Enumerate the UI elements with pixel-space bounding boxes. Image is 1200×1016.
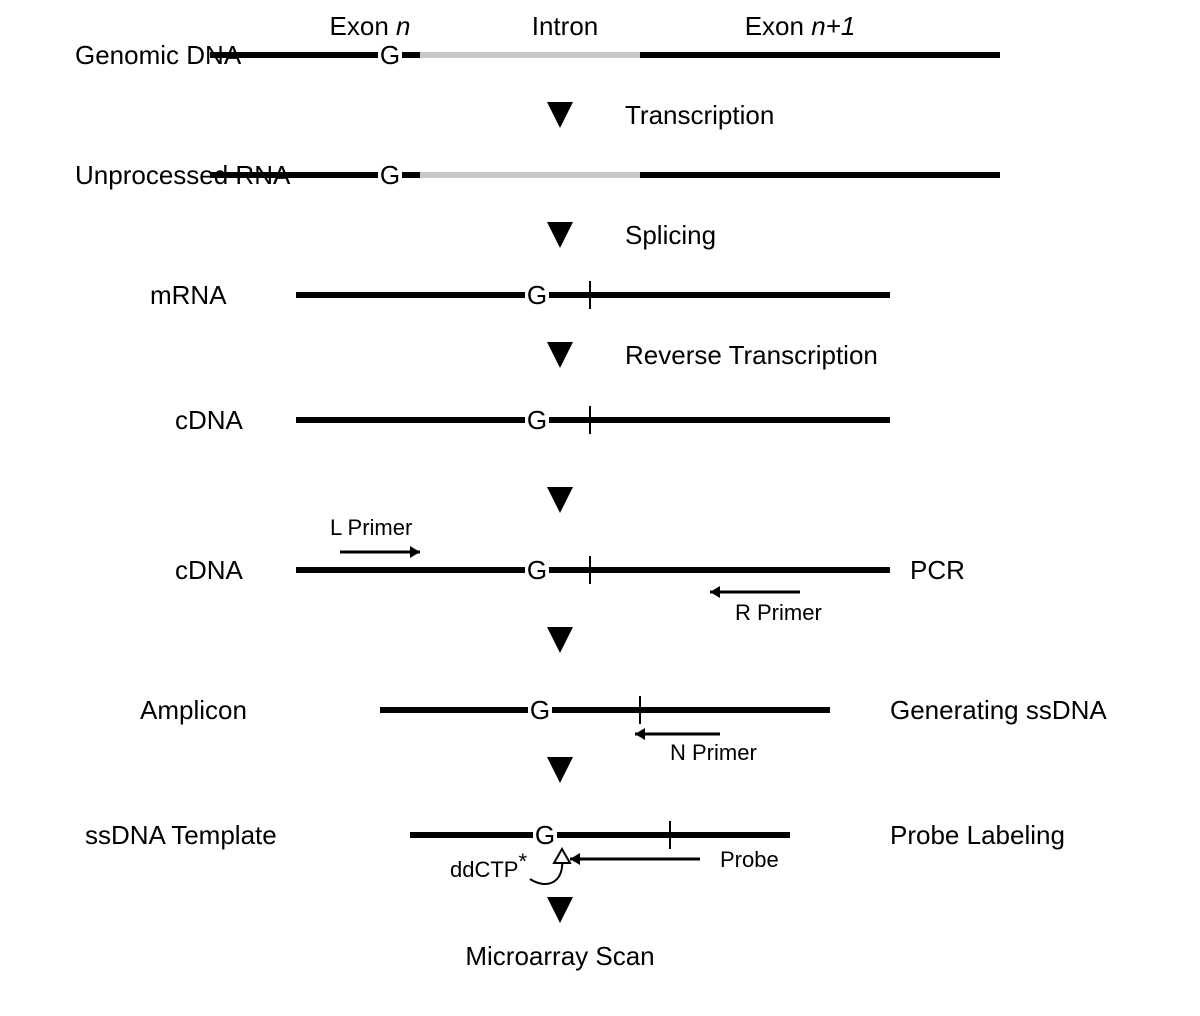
genomic-g: G bbox=[380, 40, 400, 70]
label-ddctp: ddCTP* bbox=[450, 849, 527, 882]
header-exon-n1: Exon n+1 bbox=[745, 11, 856, 41]
label-ssdna: ssDNA Template bbox=[85, 820, 277, 850]
cdna1-g: G bbox=[527, 405, 547, 435]
header-intron: Intron bbox=[532, 11, 599, 41]
step-splicing: Splicing bbox=[625, 220, 716, 250]
mrna-g: G bbox=[527, 280, 547, 310]
arrow-ssdna bbox=[547, 757, 573, 783]
step-revtrans: Reverse Transcription bbox=[625, 340, 878, 370]
label-probe: Probe bbox=[720, 847, 779, 872]
label-probelabeling: Probe Labeling bbox=[890, 820, 1065, 850]
arrow-scan bbox=[547, 897, 573, 923]
label-amplicon: Amplicon bbox=[140, 695, 247, 725]
ddctp-arrowhead bbox=[554, 849, 570, 863]
arrow-splicing bbox=[547, 222, 573, 248]
header-exon-n: Exon n bbox=[330, 11, 411, 41]
arrow-pcr bbox=[547, 487, 573, 513]
probe-arrow-head bbox=[570, 853, 580, 865]
label-cdna1: cDNA bbox=[175, 405, 244, 435]
arrow-amplicon bbox=[547, 627, 573, 653]
label-rprimer: R Primer bbox=[735, 600, 822, 625]
label-nprimer: N Primer bbox=[670, 740, 757, 765]
unproc-g: G bbox=[380, 160, 400, 190]
label-mrna: mRNA bbox=[150, 280, 227, 310]
ss-g: G bbox=[535, 820, 555, 850]
label-lprimer: L Primer bbox=[330, 515, 412, 540]
nprimer-arrow-head bbox=[635, 728, 645, 740]
diagram-canvas: Exon nIntronExon n+1Genomic DNAGTranscri… bbox=[0, 0, 1200, 1016]
rprimer-arrow-head bbox=[710, 586, 720, 598]
arrow-transcription bbox=[547, 102, 573, 128]
label-cdna2: cDNA bbox=[175, 555, 244, 585]
label-genssdna: Generating ssDNA bbox=[890, 695, 1107, 725]
amp-g: G bbox=[530, 695, 550, 725]
label-microarray-scan: Microarray Scan bbox=[465, 941, 654, 971]
cdna2-g: G bbox=[527, 555, 547, 585]
label-pcr: PCR bbox=[910, 555, 965, 585]
lprimer-arrow-head bbox=[410, 546, 420, 558]
arrow-revtrans bbox=[547, 342, 573, 368]
step-transcription: Transcription bbox=[625, 100, 774, 130]
